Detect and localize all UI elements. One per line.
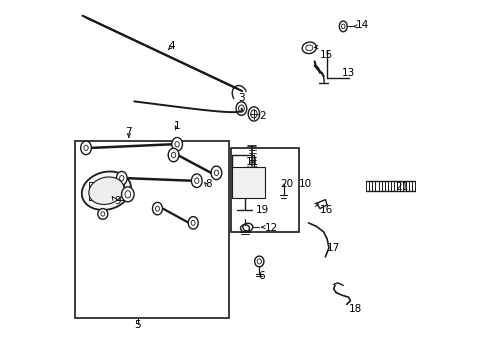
Bar <box>231 148 298 232</box>
Bar <box>75 141 229 318</box>
Ellipse shape <box>117 171 127 185</box>
Ellipse shape <box>81 141 92 155</box>
Ellipse shape <box>211 166 222 180</box>
Text: 21: 21 <box>395 182 408 192</box>
Ellipse shape <box>168 148 179 162</box>
Text: 19: 19 <box>256 205 269 215</box>
Text: 1: 1 <box>174 121 180 131</box>
Text: 14: 14 <box>356 19 369 30</box>
Text: 18: 18 <box>348 303 362 314</box>
Ellipse shape <box>152 202 163 215</box>
Ellipse shape <box>89 177 124 204</box>
Ellipse shape <box>82 171 131 210</box>
Text: 9: 9 <box>115 197 121 206</box>
Text: 16: 16 <box>320 205 333 215</box>
Text: 20: 20 <box>281 179 294 189</box>
Text: 4: 4 <box>169 41 175 51</box>
Text: 8: 8 <box>206 179 212 189</box>
Text: 5: 5 <box>135 320 141 330</box>
Ellipse shape <box>98 208 108 219</box>
Text: 15: 15 <box>320 50 333 60</box>
Text: 2: 2 <box>259 111 266 121</box>
Ellipse shape <box>188 217 198 229</box>
Text: 10: 10 <box>298 179 312 189</box>
Text: 6: 6 <box>258 271 265 282</box>
Text: 12: 12 <box>265 223 278 233</box>
Bar <box>232 167 265 198</box>
Ellipse shape <box>192 174 202 188</box>
Text: 13: 13 <box>342 68 355 78</box>
Text: 3: 3 <box>238 93 245 103</box>
Text: 11: 11 <box>245 157 259 167</box>
Ellipse shape <box>122 187 134 202</box>
Ellipse shape <box>172 138 182 151</box>
Text: 17: 17 <box>327 243 341 253</box>
Text: 7: 7 <box>125 127 132 137</box>
